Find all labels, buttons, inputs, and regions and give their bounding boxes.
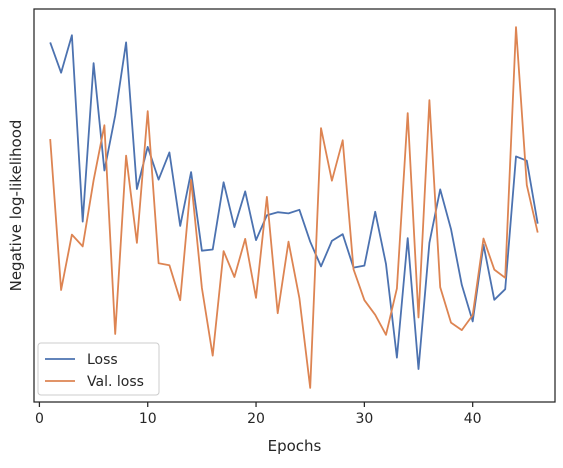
plot-area <box>33 8 556 403</box>
legend-frame <box>37 342 160 396</box>
x-axis-label: Epochs <box>268 437 322 455</box>
x-axis-ticks: 0 10 20 30 40 <box>35 402 482 427</box>
x-tick-label: 10 <box>139 411 157 427</box>
y-axis-label: Negative log-likelihood <box>7 120 25 292</box>
x-tick-label: 20 <box>247 411 265 427</box>
x-tick-label: 40 <box>464 411 482 427</box>
legend: Loss Val. loss <box>37 342 160 396</box>
legend-label-loss: Loss <box>87 352 118 368</box>
x-tick-label: 30 <box>355 411 373 427</box>
series-line-loss <box>49 34 539 370</box>
legend-label-val-loss: Val. loss <box>87 374 144 390</box>
series-lines <box>49 26 539 389</box>
x-tick-label: 0 <box>35 411 44 427</box>
plot-frame <box>33 8 556 403</box>
series-line-val-loss <box>49 26 539 389</box>
